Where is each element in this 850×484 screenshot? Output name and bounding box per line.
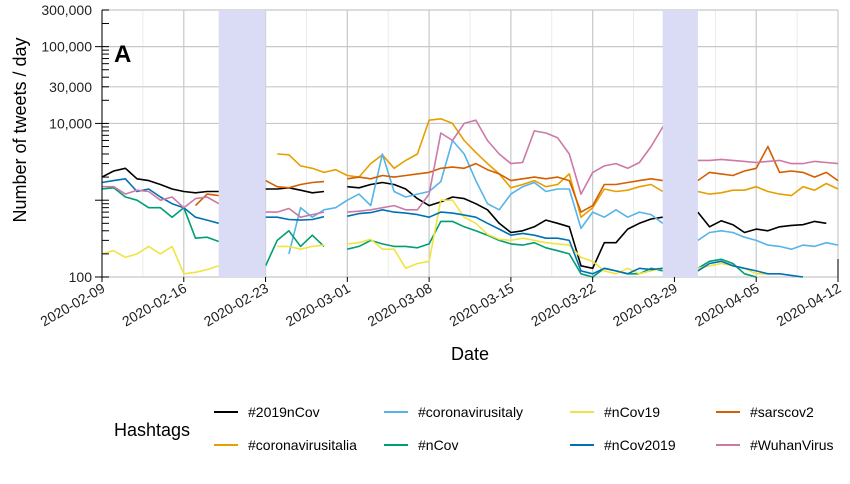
series-line — [264, 230, 325, 267]
y-axis-title: Number of tweets / day — [10, 37, 30, 222]
x-tick-label: 2020-03-29 — [610, 280, 680, 330]
y-tick-label: 10,000 — [49, 115, 92, 131]
legend-item: #nCov2019 — [570, 437, 676, 453]
y-tick-label: 30,000 — [49, 79, 92, 95]
series-line — [101, 167, 219, 194]
series-line — [194, 193, 219, 207]
series-line — [101, 187, 220, 243]
shaded-period-overlay — [662, 10, 698, 277]
legend-item: #nCov19 — [570, 404, 660, 420]
x-tick-label: 2020-04-12 — [773, 280, 843, 330]
series-line — [697, 260, 804, 278]
series-line — [102, 185, 220, 209]
series-line — [697, 182, 839, 197]
legend-item: #coronavirusitaly — [384, 404, 523, 420]
series-line — [277, 118, 664, 218]
x-tick-label: 2020-02-09 — [37, 280, 107, 330]
legend-label: #nCov19 — [604, 404, 660, 420]
legend-item: #sarscov2 — [716, 404, 814, 420]
series-line — [347, 162, 663, 213]
series-line — [697, 258, 757, 278]
legend-label: #nCov — [418, 437, 458, 453]
legend-label: #coronavirusitalia — [248, 437, 357, 453]
series-line — [265, 187, 325, 194]
x-tick-label: 2020-03-15 — [446, 280, 516, 330]
legend-label: #sarscov2 — [750, 404, 814, 420]
series-line — [347, 199, 663, 275]
legend-label: #WuhanVirus — [750, 437, 834, 453]
legend-label: #coronavirusitaly — [418, 404, 523, 420]
legend-item: #2019nCov — [214, 404, 320, 420]
x-tick-label: 2020-02-23 — [201, 280, 271, 330]
series-line — [697, 211, 827, 234]
legend-item: #nCov — [384, 437, 458, 453]
series-line — [288, 139, 664, 255]
legend-item: #WuhanVirus — [716, 437, 834, 453]
legend: Hashtags #2019nCov #coronavirusitalia #cor… — [114, 404, 834, 453]
series-line — [277, 244, 325, 250]
panel-label: A — [114, 41, 131, 68]
series-line — [697, 158, 839, 165]
series-lines — [101, 10, 839, 278]
series-line — [101, 178, 220, 225]
series-line — [265, 207, 325, 218]
series-line — [347, 119, 676, 213]
series-line — [265, 179, 325, 189]
series-line — [347, 209, 663, 275]
legend-title: Hashtags — [114, 420, 190, 440]
series-line — [697, 145, 839, 182]
series-line — [101, 245, 220, 275]
y-tick-label: 100,000 — [41, 39, 92, 55]
y-tick-label: 100 — [69, 269, 93, 285]
x-tick-label: 2020-03-08 — [365, 280, 435, 330]
legend-label: #nCov2019 — [604, 437, 676, 453]
x-tick-label: 2020-03-22 — [528, 280, 598, 330]
x-tick-label: 2020-04-05 — [692, 280, 762, 330]
y-tick-label: 300,000 — [41, 2, 92, 18]
series-line — [265, 215, 325, 221]
shaded-period-overlay — [218, 10, 266, 277]
legend-item: #coronavirusitalia — [214, 437, 357, 453]
x-tick-label: 2020-03-01 — [283, 280, 353, 330]
series-line — [697, 230, 839, 250]
series-line — [347, 181, 663, 270]
legend-label: #2019nCov — [248, 404, 320, 420]
x-axis-title: Date — [451, 344, 489, 364]
x-tick-label: 2020-02-16 — [119, 280, 189, 330]
